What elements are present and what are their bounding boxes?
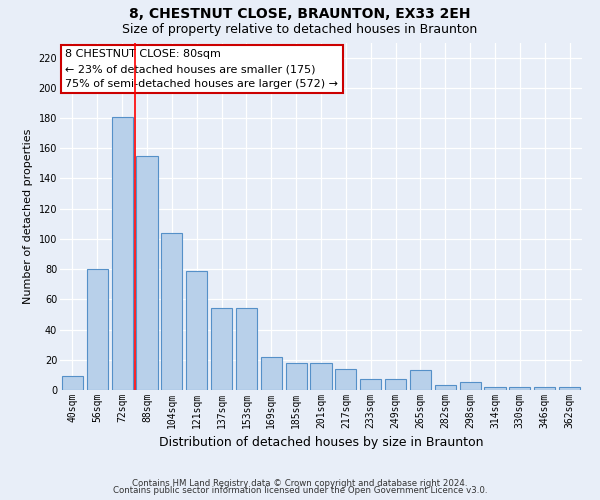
Text: Contains public sector information licensed under the Open Government Licence v3: Contains public sector information licen… <box>113 486 487 495</box>
Bar <box>559 387 580 390</box>
Bar <box>385 380 406 390</box>
Bar <box>161 233 182 390</box>
Bar <box>435 386 456 390</box>
Bar <box>87 269 108 390</box>
Text: 8 CHESTNUT CLOSE: 80sqm
← 23% of detached houses are smaller (175)
75% of semi-d: 8 CHESTNUT CLOSE: 80sqm ← 23% of detache… <box>65 50 338 89</box>
Bar <box>410 370 431 390</box>
Text: 8, CHESTNUT CLOSE, BRAUNTON, EX33 2EH: 8, CHESTNUT CLOSE, BRAUNTON, EX33 2EH <box>129 8 471 22</box>
Bar <box>310 363 332 390</box>
Bar <box>360 380 381 390</box>
Bar <box>112 116 133 390</box>
Text: Size of property relative to detached houses in Braunton: Size of property relative to detached ho… <box>122 22 478 36</box>
Bar <box>335 369 356 390</box>
Bar <box>509 387 530 390</box>
Bar <box>286 363 307 390</box>
Bar <box>136 156 158 390</box>
Y-axis label: Number of detached properties: Number of detached properties <box>23 128 33 304</box>
Bar <box>62 376 83 390</box>
Bar <box>484 387 506 390</box>
Bar <box>236 308 257 390</box>
X-axis label: Distribution of detached houses by size in Braunton: Distribution of detached houses by size … <box>159 436 483 450</box>
Text: Contains HM Land Registry data © Crown copyright and database right 2024.: Contains HM Land Registry data © Crown c… <box>132 478 468 488</box>
Bar <box>186 270 207 390</box>
Bar <box>261 357 282 390</box>
Bar <box>534 387 555 390</box>
Bar <box>460 382 481 390</box>
Bar <box>211 308 232 390</box>
